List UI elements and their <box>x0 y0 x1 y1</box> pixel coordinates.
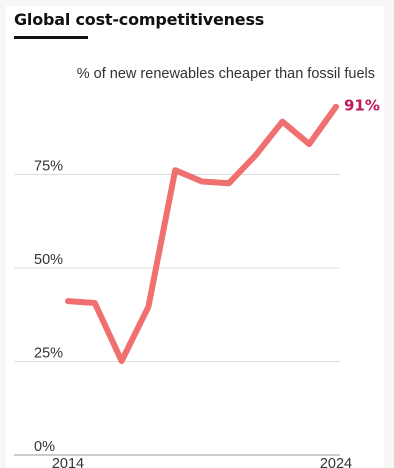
series-line <box>65 103 339 364</box>
x-axis-labels: 2014 2024 <box>52 456 352 468</box>
end-value-label: 91% <box>344 97 380 115</box>
y-tick-label: 25% <box>34 346 63 362</box>
x-tick-label: 2024 <box>320 456 352 468</box>
y-tick-label: 0% <box>34 439 55 455</box>
y-tick-label: 50% <box>34 252 63 268</box>
x-tick-label: 2014 <box>52 456 84 468</box>
gridlines <box>14 174 340 456</box>
chart-title: Global cost-competitiveness <box>14 10 265 29</box>
y-axis-labels: 0% 25% 50% 75% <box>34 159 63 456</box>
title-underline <box>14 36 88 39</box>
chart-card <box>6 6 384 468</box>
chart-subtitle: % of new renewables cheaper than fossil … <box>77 66 375 82</box>
y-tick-label: 75% <box>34 159 63 175</box>
